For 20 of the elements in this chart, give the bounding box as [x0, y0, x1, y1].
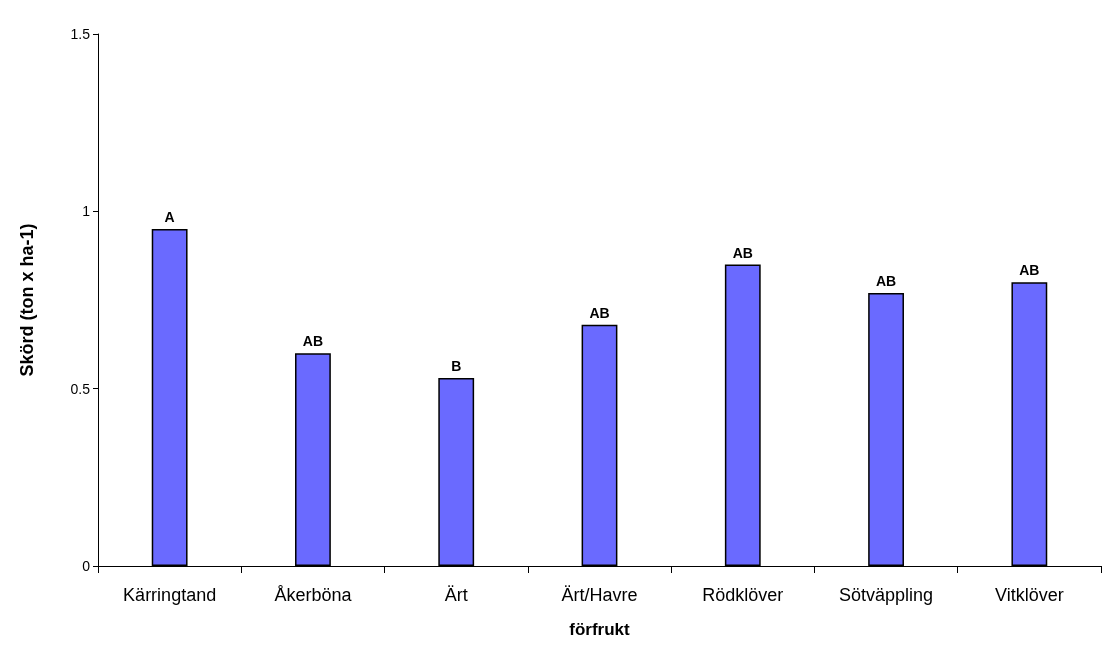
- x-tick-label: Ärt/Havre: [561, 585, 638, 605]
- x-tick-label: Rödklöver: [702, 585, 784, 605]
- x-tick-label: Sötväppling: [839, 585, 934, 605]
- data-label: AB: [302, 333, 324, 350]
- data-label: A: [164, 209, 175, 226]
- y-axis-title: Skörd (ton x ha-1): [17, 223, 37, 377]
- data-label: B: [451, 358, 462, 375]
- data-label: AB: [875, 272, 897, 289]
- y-tick-label: 0: [82, 558, 91, 574]
- x-tick-label: Vitklöver: [995, 585, 1064, 605]
- x-tick-label: Ärt: [444, 585, 468, 605]
- y-tick-label: 1: [82, 203, 91, 220]
- x-tick-label: Kärringtand: [123, 585, 217, 605]
- y-tick-label: 1.5: [70, 26, 91, 42]
- data-label: AB: [1019, 262, 1040, 279]
- y-tick-label: 0.5: [70, 380, 91, 397]
- x-tick-label: Åkerböna: [274, 585, 353, 605]
- data-label: AB: [732, 244, 753, 261]
- data-label: AB: [589, 304, 610, 321]
- x-axis-title: förfrukt: [569, 620, 631, 639]
